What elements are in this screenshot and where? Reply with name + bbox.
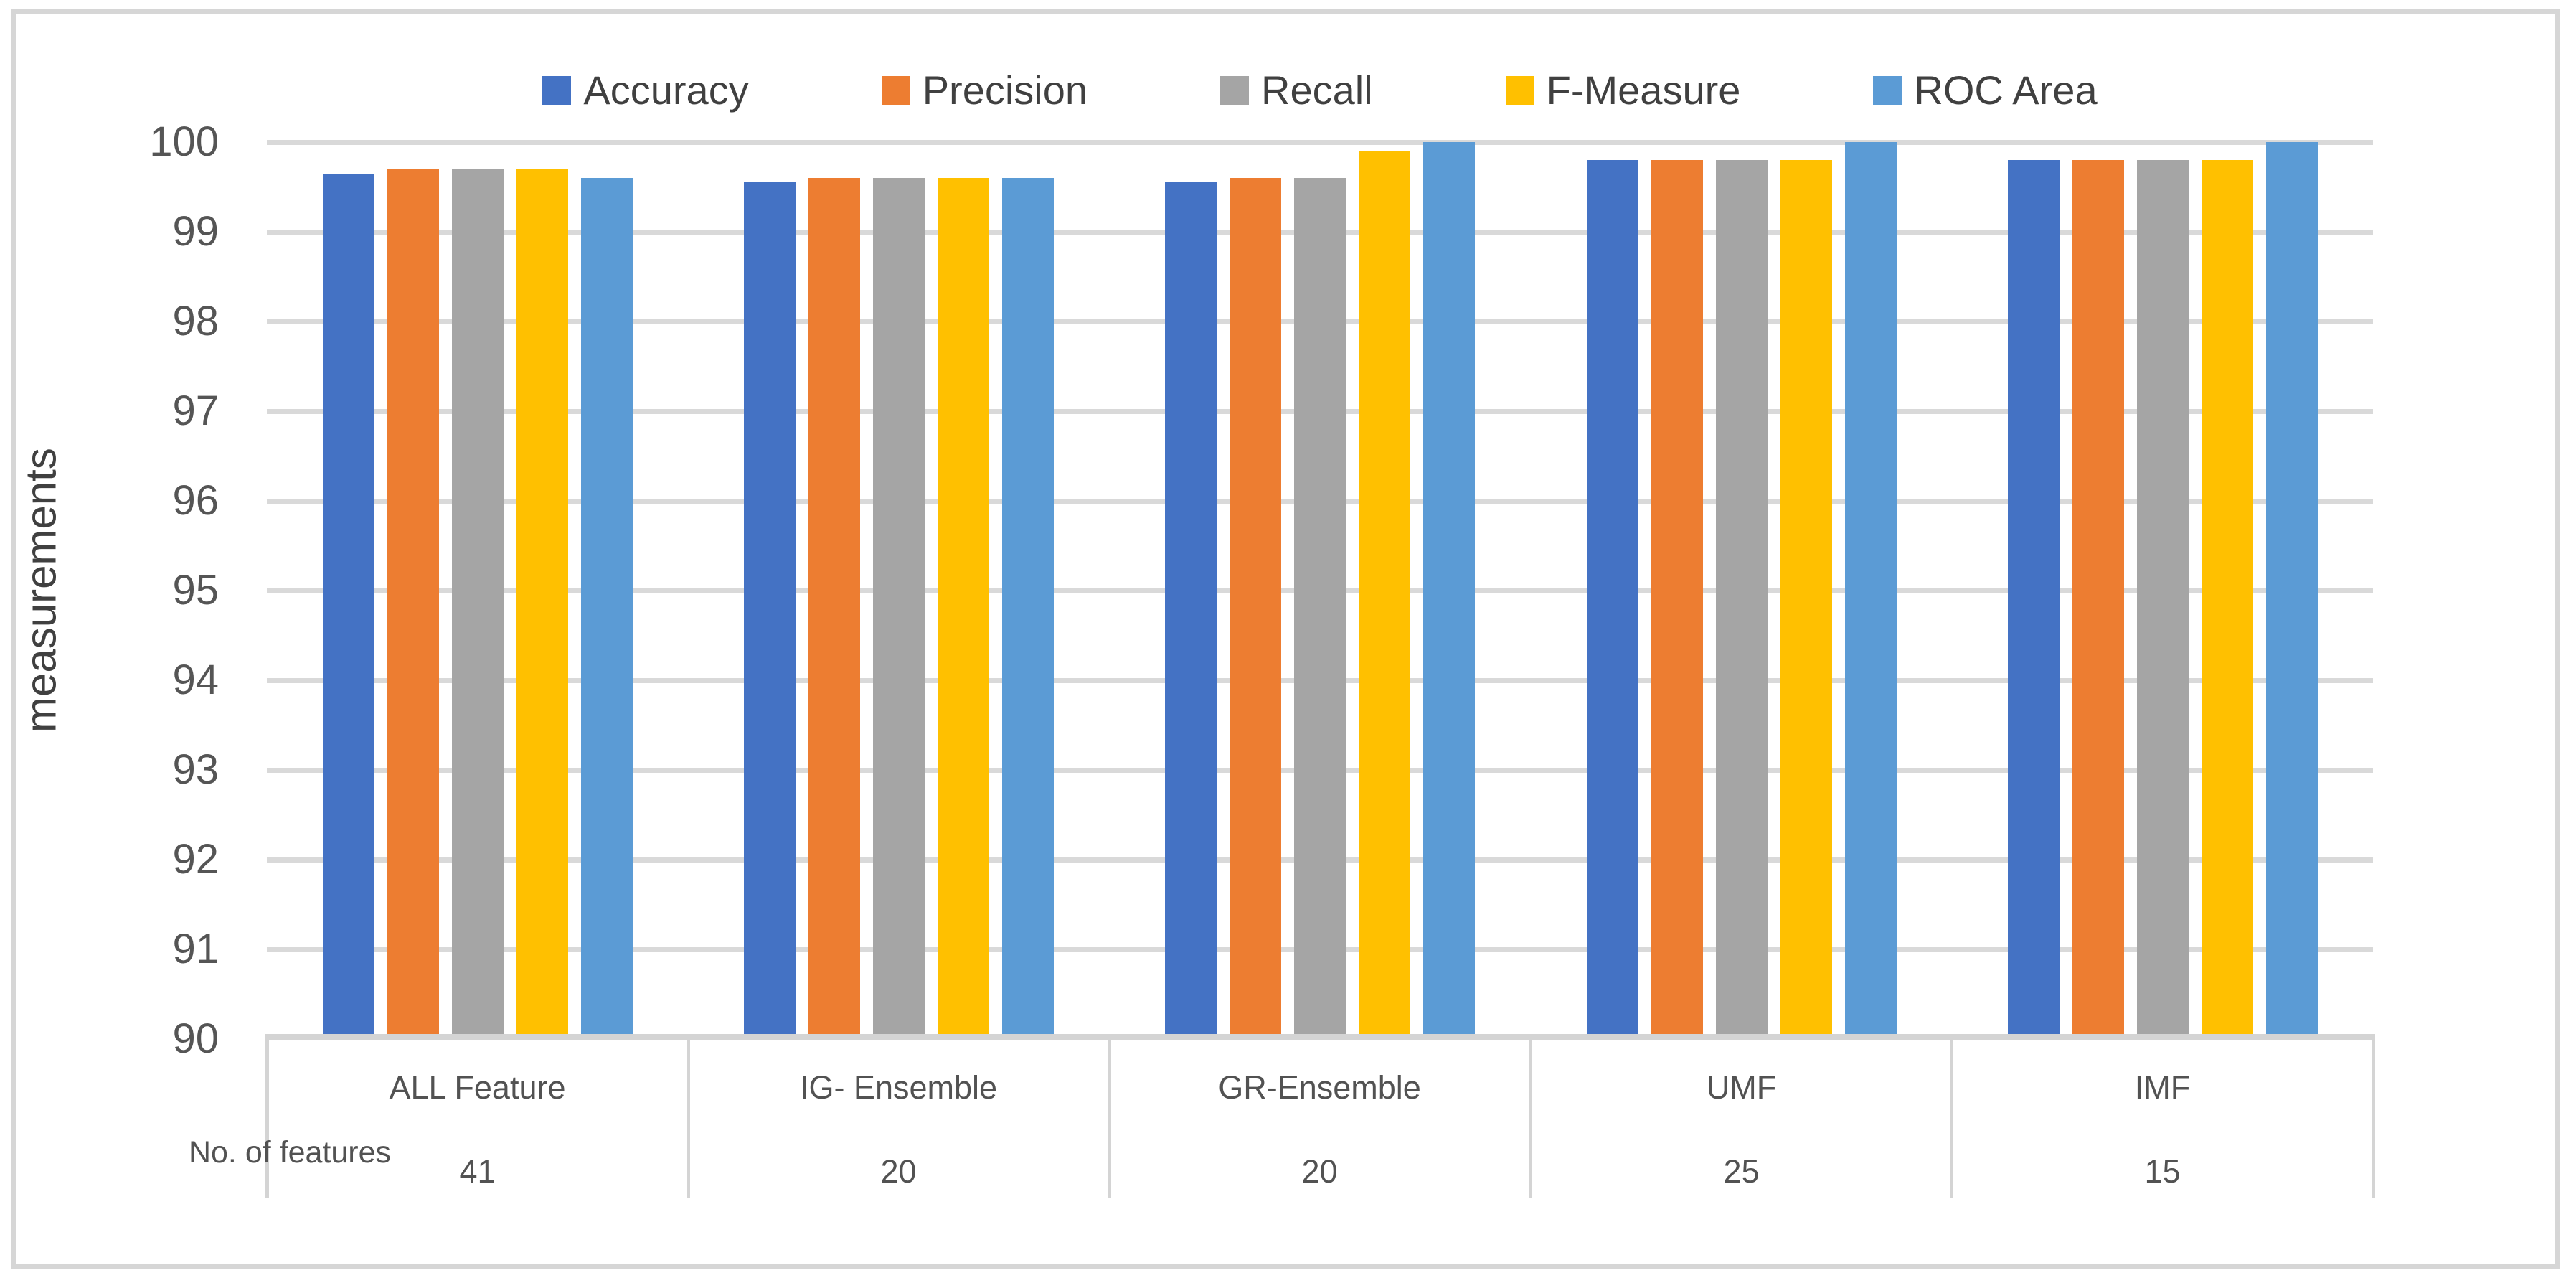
legend-label: Precision [922,67,1088,113]
features-row-label: No. of features [188,1135,391,1170]
legend-item-roc-area: ROC Area [1873,67,2098,113]
bar-f-measure [1780,160,1832,1034]
bar-f-measure [1359,151,1410,1034]
bar-accuracy [1587,160,1638,1034]
y-tick-label: 92 [172,836,219,883]
category-label: IMF [2134,1069,2191,1106]
bar-accuracy [1165,182,1217,1034]
x-axis-line [267,1034,2373,1040]
y-tick-label: 91 [172,926,219,972]
legend-swatch-icon [1505,76,1534,105]
bar-precision [387,169,439,1034]
bar-precision [1651,160,1703,1034]
bar-precision [2072,160,2124,1034]
y-tick-label: 93 [172,746,219,793]
legend-label: F-Measure [1546,67,1741,113]
y-tick-label: 94 [172,657,219,703]
category-label: IG- Ensemble [799,1069,998,1106]
bar-roc-area [2266,142,2318,1034]
y-tick-label: 90 [172,1015,219,1062]
category-separator-line [1108,1034,1111,1198]
bar-roc-area [1002,178,1054,1034]
legend-swatch-icon [1220,76,1250,105]
chart-border-frame [11,9,2560,1269]
category-label: GR-Ensemble [1218,1069,1421,1106]
legend-item-recall: Recall [1220,70,1373,111]
legend-swatch-icon [881,76,910,105]
y-tick-label: 95 [172,567,219,614]
bar-roc-area [581,178,633,1034]
bar-f-measure [516,169,568,1034]
bar-roc-area [1423,142,1475,1034]
bar-recall [1716,160,1768,1034]
legend-item-f-measure: F-Measure [1505,67,1741,113]
feature-count-value: 25 [1723,1153,1760,1190]
category-label: ALL Feature [389,1069,566,1106]
feature-count-value: 20 [880,1153,917,1190]
category-separator-line [2372,1034,2375,1198]
y-tick-label: 96 [172,477,219,524]
legend-label: ROC Area [1914,67,2098,113]
bar-recall [2137,160,2189,1034]
gridline [267,140,2373,145]
legend-label: Recall [1261,67,1373,113]
bar-recall [873,178,925,1034]
bar-accuracy [323,174,374,1034]
legend-item-accuracy: Accuracy [542,67,749,113]
feature-count-value: 41 [459,1153,496,1190]
bar-precision [1230,178,1281,1034]
category-separator-line [265,1034,269,1198]
bar-f-measure [938,178,989,1034]
legend-item-precision: Precision [881,67,1088,113]
y-tick-label: 99 [172,208,219,255]
bar-f-measure [2202,160,2253,1034]
y-axis-title: measurements [16,448,65,733]
category-separator-line [1950,1034,1953,1198]
bar-recall [452,169,504,1034]
legend-swatch-icon [1873,76,1902,105]
bar-accuracy [2008,160,2060,1034]
y-tick-label: 100 [149,118,219,165]
feature-count-value: 20 [1301,1153,1338,1190]
y-tick-label: 97 [172,387,219,434]
category-separator-line [1529,1034,1532,1198]
bar-recall [1294,178,1346,1034]
category-separator-line [687,1034,690,1198]
legend: Accuracy Precision Recall F-Measure ROC Area [267,67,2373,113]
feature-count-value: 15 [2144,1153,2181,1190]
bar-accuracy [744,182,796,1034]
y-tick-label: 98 [172,298,219,344]
bar-roc-area [1845,142,1897,1034]
category-label: UMF [1706,1069,1777,1106]
legend-label: Accuracy [583,67,749,113]
bar-precision [808,178,860,1034]
legend-swatch-icon [542,76,572,105]
